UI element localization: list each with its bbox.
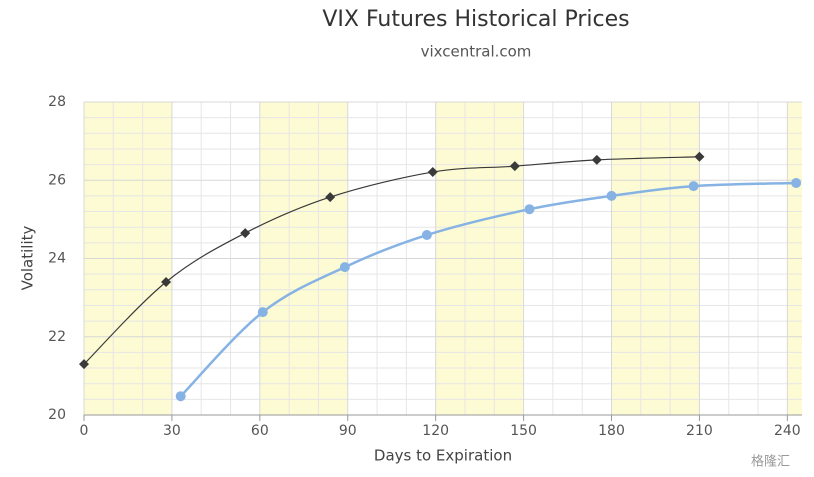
- y-tick-label: 20: [48, 407, 66, 423]
- x-tick-label: 30: [163, 423, 181, 439]
- x-tick-label: 120: [422, 423, 449, 439]
- point: [325, 192, 336, 203]
- point: [161, 276, 172, 287]
- y-axis-title: Volatility: [19, 225, 37, 290]
- y-tick-label: 26: [48, 172, 66, 188]
- x-tick-label: 180: [598, 423, 625, 439]
- point: [606, 190, 617, 201]
- series-line: [83, 156, 700, 365]
- watermark: 格隆汇: [751, 454, 790, 470]
- point: [240, 228, 251, 239]
- x-tick-label: 0: [80, 423, 89, 439]
- x-tick-label: 60: [251, 423, 269, 439]
- point: [339, 262, 350, 273]
- point: [524, 204, 535, 215]
- x-tick-label: 210: [686, 423, 713, 439]
- point: [79, 359, 89, 370]
- point: [688, 181, 699, 192]
- x-tick-label: 150: [510, 423, 537, 439]
- y-tick-label: 24: [48, 251, 66, 267]
- y-tick-label: 22: [48, 329, 66, 345]
- point: [257, 307, 268, 318]
- point: [509, 161, 520, 172]
- point: [421, 230, 432, 241]
- point: [791, 177, 802, 188]
- x-tick-label: 240: [774, 423, 801, 439]
- chart-title: VIX Futures Historical Prices: [322, 7, 629, 32]
- x-tick-label: 90: [339, 423, 357, 439]
- chart-subtitle: vixcentral.com: [421, 43, 532, 61]
- point: [427, 167, 438, 178]
- point: [694, 151, 705, 162]
- x-axis-title: Days to Expiration: [374, 447, 512, 465]
- y-tick-label: 28: [48, 94, 66, 110]
- point: [591, 154, 602, 165]
- point: [175, 391, 186, 402]
